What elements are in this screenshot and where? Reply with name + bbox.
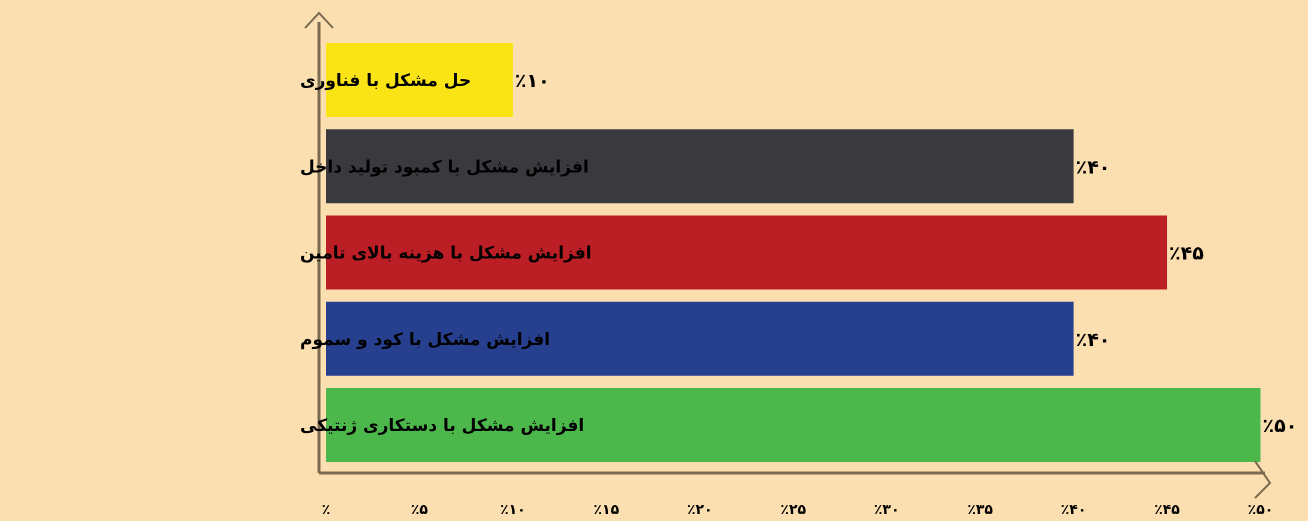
- x-tick-label: ٪۵۰: [1248, 502, 1274, 518]
- category-label: افزایش مشکل با هزینه بالای تامین: [300, 244, 592, 264]
- bar: [326, 43, 513, 117]
- axes-layer: [304, 11, 1272, 499]
- bars-layer: [326, 43, 1261, 462]
- category-label: افزایش مشکل با کود و سموم: [300, 330, 550, 350]
- value-label: ٪۴۰: [1076, 156, 1111, 178]
- category-label: افزایش مشکل با دستکاری ژنتیکی: [300, 416, 584, 436]
- y-axis-arrow-icon: [304, 11, 334, 29]
- x-tick-label: ٪۵: [411, 502, 429, 518]
- x-tick-label: ٪۳۵: [967, 502, 993, 518]
- category-label: حل مشکل با فناوری: [300, 71, 471, 91]
- x-axis-arrow-icon: [1254, 460, 1272, 499]
- value-label: ٪۴۰: [1076, 329, 1111, 351]
- value-label: ٪۴۵: [1169, 243, 1204, 265]
- x-tick-label: ٪۲۵: [780, 502, 806, 518]
- x-tick-label: ٪۳۰: [874, 502, 900, 518]
- x-tick-label: ٪۴۵: [1154, 502, 1180, 518]
- labels-layer: حل مشکل با فناوری ٪۱۰ افزایش مشکل با کمبود…: [300, 70, 1297, 437]
- value-label: ٪۱۰: [515, 70, 550, 92]
- value-label: ٪۵۰: [1263, 415, 1298, 437]
- x-tick-label: ٪۱۵: [594, 502, 620, 518]
- bar: [326, 388, 1261, 462]
- category-label: افزایش مشکل با کمبود تولید داخل: [300, 157, 589, 177]
- bar: [326, 215, 1168, 290]
- x-tick-label: ٪۴۰: [1061, 502, 1087, 518]
- x-tick-label: ٪۱۰: [500, 502, 526, 518]
- x-tick-labels: ٪ ٪۵ ٪۱۰ ٪۱۵ ٪۲۰ ٪۲۵ ٪۳۰ ٪۳۵ ٪۴۰ ٪۴۵ ٪۵۰: [322, 502, 1274, 518]
- x-tick-label: ٪۲۰: [687, 502, 713, 518]
- bar: [326, 301, 1074, 376]
- bar: [326, 129, 1074, 204]
- x-tick-label: ٪: [322, 502, 331, 518]
